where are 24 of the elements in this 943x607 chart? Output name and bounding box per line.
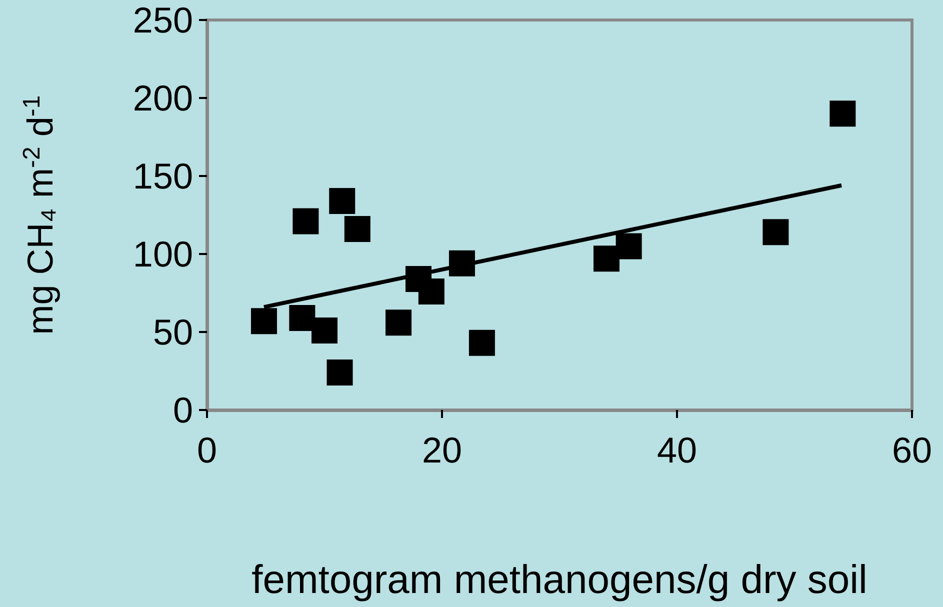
point: [418, 278, 444, 304]
y-tick-label: 50: [152, 312, 193, 352]
point: [329, 188, 356, 214]
point: [616, 233, 642, 260]
point: [289, 304, 316, 331]
point: [594, 246, 620, 272]
point: [312, 317, 338, 344]
point: [386, 310, 412, 336]
point: [468, 330, 495, 356]
y-tick-label: 150: [132, 156, 193, 196]
point: [250, 308, 277, 334]
point: [292, 208, 319, 234]
x-axis-title: femtogram methanogens/g dry soil: [252, 558, 868, 602]
point: [326, 360, 353, 386]
x-tick-label: 60: [892, 430, 932, 470]
point: [344, 216, 370, 242]
point: [830, 100, 856, 127]
y-tick-label: 100: [132, 234, 193, 274]
point: [762, 219, 789, 246]
x-tick-label: 20: [422, 430, 462, 470]
y-tick-label: 200: [132, 78, 193, 118]
y-tick-label: 0: [172, 390, 193, 430]
y-tick-label: 250: [132, 0, 193, 40]
x-tick-label: 40: [656, 430, 698, 470]
